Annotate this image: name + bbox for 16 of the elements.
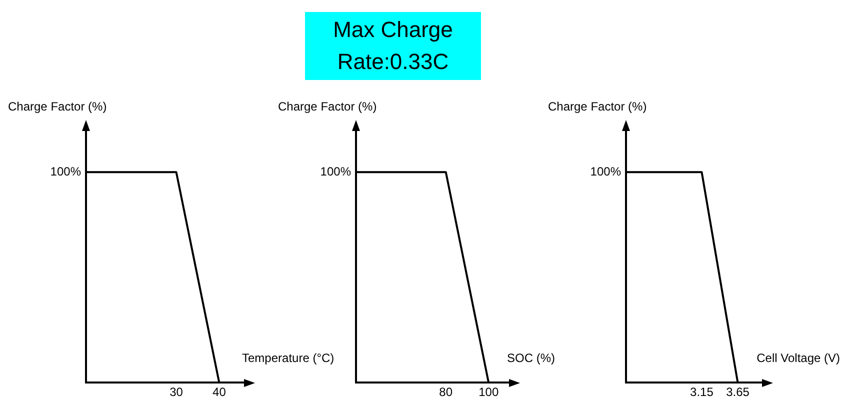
annotation: 100% bbox=[50, 164, 82, 178]
x-tick-label: 3.15 bbox=[690, 385, 714, 400]
y-axis-title: Charge Factor (%) bbox=[278, 99, 377, 114]
x-axis-title: Temperature (°C) bbox=[242, 350, 334, 365]
y-axis-title: Charge Factor (%) bbox=[8, 99, 107, 114]
y-axis-title: Charge Factor (%) bbox=[548, 99, 647, 114]
x-tick-label: 80 bbox=[439, 385, 453, 400]
x-axis-title: Cell Voltage (V) bbox=[756, 350, 840, 365]
x-tick-label: 100 bbox=[478, 385, 499, 400]
chart-title: Max Charge Rate:0.33C bbox=[305, 12, 481, 80]
x-tick-label: 3.65 bbox=[726, 385, 750, 400]
annotation: 100% bbox=[590, 164, 622, 178]
annotation: 100% bbox=[320, 164, 352, 178]
x-tick-label: 30 bbox=[170, 385, 184, 400]
x-axis-title: SOC (%) bbox=[507, 350, 556, 365]
x-tick-label: 40 bbox=[212, 385, 226, 400]
